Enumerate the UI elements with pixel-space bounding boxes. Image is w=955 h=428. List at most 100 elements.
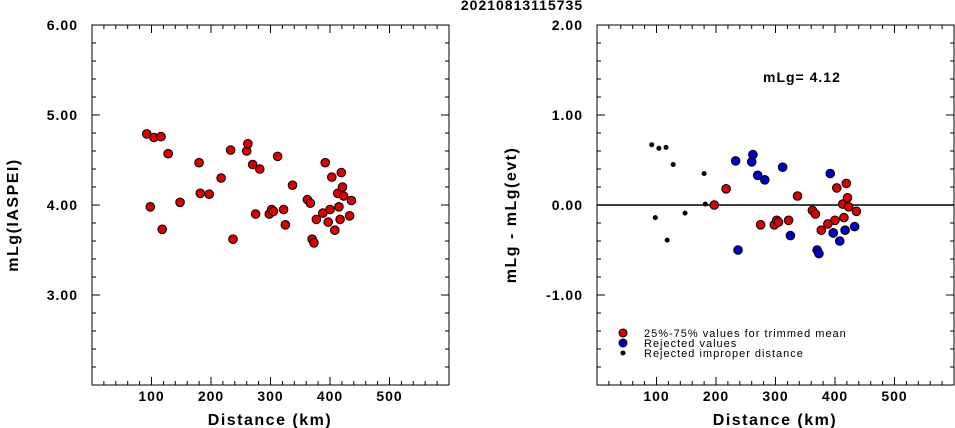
left-panel: 100 200 300 400 500 3.00 4.00 5.00 6.00 Distanc… [5, 17, 450, 428]
data-point [336, 167, 347, 178]
data-point [831, 183, 842, 193]
data-point [247, 159, 258, 170]
data-point [759, 175, 770, 185]
data-point-dot [670, 162, 676, 167]
data-point [834, 236, 845, 246]
data-point [721, 184, 731, 194]
data-point [709, 200, 720, 210]
legend-marker [620, 350, 626, 356]
x-tick-label: 400 [822, 388, 848, 404]
data-point [344, 211, 355, 221]
legend-label: 25%-75% values for trimmed mean [644, 328, 847, 340]
data-point [841, 178, 852, 189]
data-point [849, 221, 860, 232]
data-point-dot [682, 210, 688, 216]
data-point [287, 180, 298, 190]
data-point [334, 202, 344, 212]
data-point-dot [664, 237, 670, 243]
data-point [323, 217, 334, 227]
data-point [216, 173, 226, 183]
data-point [843, 202, 854, 212]
y-tick-label: 6.00 [47, 17, 78, 33]
data-point [175, 197, 185, 208]
y-tick-label: 2.00 [552, 17, 583, 33]
data-point [157, 224, 168, 235]
data-point [785, 230, 796, 241]
data-point [839, 212, 849, 223]
y-tick-label: 5.00 [47, 107, 78, 123]
y-tick-label: 4.00 [47, 197, 78, 213]
x-tick-label: 300 [762, 388, 788, 404]
legend-marker [618, 338, 628, 348]
data-point [280, 220, 291, 230]
data-point-dot [663, 144, 669, 150]
data-point [272, 151, 283, 162]
data-point [309, 238, 319, 248]
data-point-dot [649, 142, 655, 148]
data-point [830, 215, 840, 226]
data-point [305, 198, 316, 208]
x-tick-label: 100 [643, 388, 669, 404]
y-tick-label: 1.00 [552, 107, 583, 123]
y-tick-label: 0.00 [552, 197, 583, 213]
data-point [204, 189, 215, 199]
legend-marker [618, 328, 628, 338]
data-point [792, 191, 803, 201]
x-tick-label: 400 [317, 388, 343, 404]
data-point [773, 217, 784, 227]
data-point [156, 131, 166, 142]
data-point [145, 202, 156, 212]
data-point [730, 156, 741, 166]
right-x-ticks: 100 200 300 400 500 [608, 25, 943, 404]
data-point-dot [701, 171, 707, 176]
y-tick-label: 3.00 [47, 287, 78, 303]
right-x-axis-label: Distance (km) [713, 412, 837, 428]
data-point [840, 225, 850, 235]
data-point [320, 157, 331, 168]
right-data-points [649, 142, 862, 259]
data-point [810, 209, 821, 219]
data-point [337, 182, 348, 192]
x-tick-label: 300 [257, 388, 283, 404]
left-y-ticks: 3.00 4.00 5.00 6.00 [47, 17, 449, 368]
right-y-ticks: -1.00 0.00 1.00 2.00 [546, 17, 954, 368]
data-point [194, 157, 204, 168]
figure-title: 20210813115735 [461, 0, 583, 13]
left-x-ticks: 100 200 300 400 500 [103, 25, 438, 404]
data-point [311, 214, 322, 225]
x-tick-label: 500 [881, 388, 907, 404]
data-point [733, 245, 743, 255]
data-point [338, 191, 349, 201]
data-point [163, 148, 173, 159]
data-point-dot [702, 201, 708, 207]
data-point [777, 162, 788, 172]
data-point [243, 139, 253, 149]
data-point [195, 188, 206, 199]
data-point-dot [656, 145, 662, 151]
data-point [814, 248, 824, 259]
data-point [329, 225, 340, 235]
left-data-points [141, 129, 357, 248]
data-point-dot [652, 215, 658, 221]
data-point [755, 220, 766, 230]
y-tick-label: -1.00 [546, 287, 583, 303]
data-point [268, 206, 279, 217]
left-x-axis-label: Distance (km) [208, 412, 332, 428]
x-tick-label: 200 [198, 388, 224, 404]
data-point [325, 204, 335, 215]
data-point [748, 149, 758, 160]
data-point [842, 193, 853, 203]
data-point [225, 145, 236, 155]
data-point [825, 168, 836, 179]
data-point [250, 209, 261, 219]
data-point [783, 215, 794, 226]
right-panel: 100 200 300 400 500 -1.00 0.00 1.00 2.00 mLg= 4… [503, 17, 955, 428]
data-point [228, 234, 238, 244]
legend-label: Rejected improper distance [644, 348, 804, 360]
data-point [326, 172, 337, 182]
data-point [752, 170, 763, 181]
data-point [828, 228, 839, 238]
data-point [816, 225, 827, 235]
mlg-annotation: mLg= 4.12 [763, 69, 841, 85]
